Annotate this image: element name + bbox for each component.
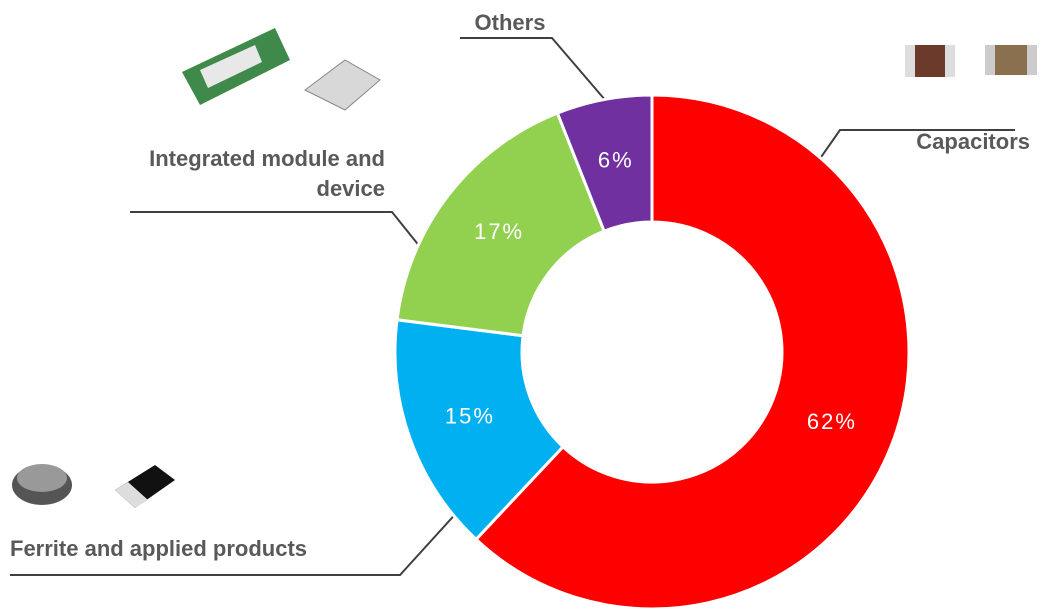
slice [393,318,566,542]
value-label: 15% [445,403,495,428]
slice [473,93,911,609]
value-label: 62% [807,409,857,434]
category-label: Others [474,10,546,35]
value-label: 17% [474,219,524,244]
module-images [182,28,381,111]
capacitor-images [905,45,1037,77]
slice [555,93,654,234]
leader-line [460,37,613,109]
category-label: Ferrite and applied products [10,536,308,561]
ferrite-images [12,464,175,508]
value-label: 6% [598,148,634,173]
category-label: Capacitors [916,129,1030,154]
leader-line [130,211,446,279]
category-label: Integrated module and device [149,146,385,201]
slice [395,111,607,338]
